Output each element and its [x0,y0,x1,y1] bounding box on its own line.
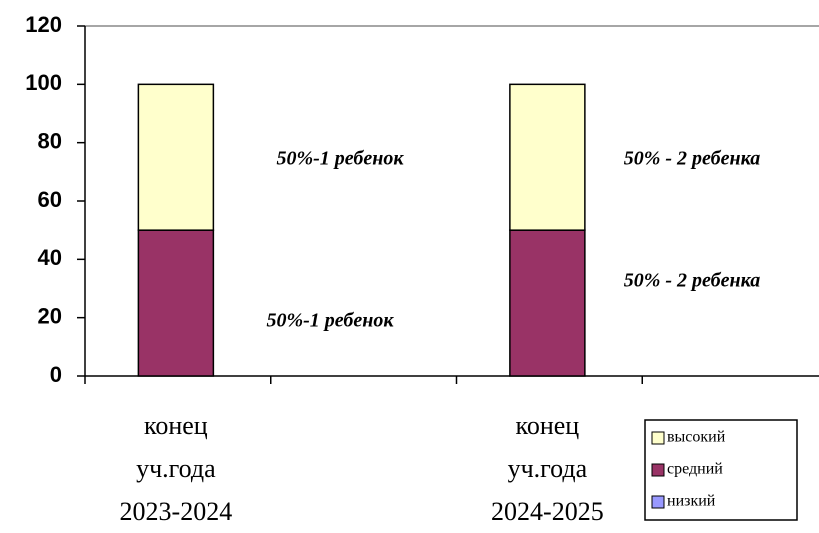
bar-segment [509,229,586,377]
annotation: 50% - 2 ребенка [624,270,761,292]
y-tick-label: 40 [38,245,62,270]
legend-label: низкий [667,493,716,510]
annotation: 50%-1 ребенок [276,148,404,170]
bar-segment [137,83,215,231]
legend-swatch [651,431,665,445]
x-tick-label: конец уч.года 2024-2025 [491,411,604,526]
legend-swatch [651,495,665,509]
legend-label: высокий [667,429,726,446]
legend-label: средний [667,461,723,478]
bar-segment [137,229,215,377]
y-tick-label: 80 [38,128,62,153]
legend-swatch [651,463,665,477]
y-tick-label: 120 [25,12,62,37]
y-tick-label: 20 [38,303,62,328]
y-tick-label: 0 [50,362,62,387]
y-tick-label: 60 [38,187,62,212]
legend-box [644,419,798,521]
y-tick-label: 100 [25,70,62,95]
bar-segment [509,83,586,231]
x-tick-label: конец уч.года 2023-2024 [119,411,233,526]
annotation: 50% - 2 ребенка [624,148,761,170]
annotation: 50%-1 ребенок [266,310,394,332]
